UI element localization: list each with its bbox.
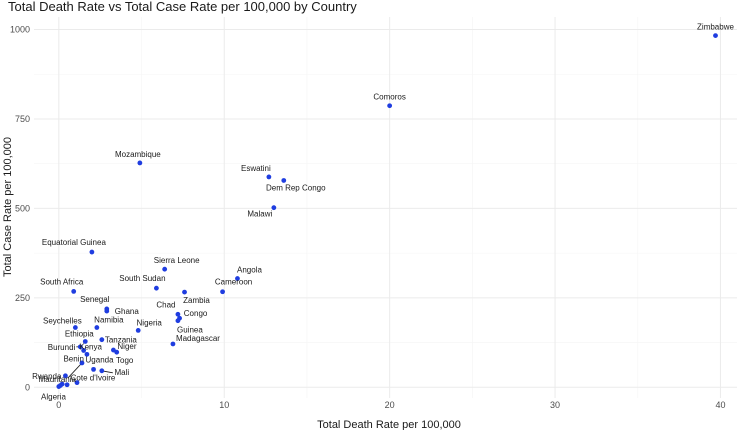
data-point: [114, 349, 120, 355]
data-label: Malawi: [247, 210, 272, 219]
data-point: [271, 205, 277, 211]
x-tick-label: 30: [550, 400, 560, 410]
data-label: Algeria: [41, 392, 66, 401]
y-tick-label: 0: [25, 382, 30, 392]
data-label: Senegal: [80, 295, 110, 304]
data-point: [104, 308, 110, 314]
data-label: Tanzania: [105, 336, 138, 345]
data-label: Cote d'Ivoire: [71, 374, 116, 383]
x-tick-label: 10: [219, 400, 229, 410]
y-axis-ticks: 0 250 500 750 1000: [10, 25, 30, 393]
data-point: [99, 368, 105, 374]
data-point: [63, 373, 68, 379]
y-axis-title: Total Case Rate per 100,000: [2, 137, 14, 277]
data-label: Togo: [116, 356, 134, 365]
data-point: [94, 325, 100, 330]
data-point: [89, 249, 95, 255]
x-tick-label: 0: [56, 400, 61, 410]
data-label: Dem Rep Congo: [266, 183, 326, 192]
data-point: [235, 276, 240, 281]
x-axis-ticks: 0 10 20 30 40: [56, 400, 725, 410]
data-point: [175, 318, 181, 324]
data-label: Kenya: [79, 342, 102, 351]
data-point: [182, 289, 187, 295]
data-point: [74, 380, 80, 386]
data-point: [84, 351, 90, 357]
data-label: Angola: [237, 266, 262, 275]
data-label: Ghana: [115, 307, 140, 316]
data-point: [91, 366, 96, 372]
data-point: [137, 160, 143, 166]
data-label: Cameroon: [215, 278, 252, 287]
x-axis-title: Total Death Rate per 100,000: [317, 419, 461, 430]
data-point: [220, 289, 225, 295]
data-point: [56, 384, 62, 389]
data-point: [175, 311, 181, 317]
data-point: [266, 174, 272, 180]
y-tick-label: 750: [15, 114, 30, 124]
data-point: [79, 360, 85, 366]
data-label: Zimbabwe: [697, 23, 734, 32]
data-labels: Zimbabwe Comoros Mozambique Eswatini Dem Rep…: [32, 23, 734, 402]
data-label: Uganda: [86, 355, 115, 364]
data-point: [77, 344, 83, 350]
data-label: Namibia: [94, 316, 124, 325]
label-leader-line: [67, 362, 83, 379]
data-point: [154, 285, 159, 291]
data-label: Comoros: [373, 93, 405, 102]
data-label: Equatorial Guinea: [42, 238, 107, 247]
data-label: Mauritania: [39, 375, 77, 384]
data-label: Eswatini: [241, 164, 271, 173]
data-label: Burundi: [48, 343, 76, 352]
data-label: Rwanda: [32, 372, 62, 381]
data-label: Guinea: [177, 326, 203, 335]
chart-title: Total Death Rate vs Total Case Rate per …: [8, 0, 357, 14]
x-tick-label: 40: [715, 400, 725, 410]
data-point: [387, 103, 393, 109]
data-label: Mali: [114, 368, 129, 377]
data-label: South Africa: [40, 277, 84, 286]
data-label: Benin: [63, 354, 83, 363]
data-label: Nigeria: [137, 318, 163, 327]
data-point: [99, 337, 105, 343]
data-label: Congo: [184, 309, 208, 318]
data-point: [281, 178, 287, 183]
data-point: [71, 288, 77, 294]
data-point: [64, 382, 70, 388]
data-label: Chad: [156, 300, 175, 309]
data-point: [59, 381, 65, 387]
y-tick-label: 500: [15, 203, 30, 213]
data-points: [56, 33, 718, 389]
data-point: [713, 33, 718, 39]
y-tick-label: 1000: [10, 25, 30, 35]
data-point: [170, 341, 176, 347]
data-label: Seychelles: [43, 317, 82, 326]
data-label: Niger: [117, 342, 136, 351]
data-label: South Sudan: [119, 274, 165, 283]
grid-lines: [34, 17, 737, 398]
x-tick-label: 20: [385, 400, 395, 410]
data-point: [135, 327, 141, 333]
data-point: [72, 325, 78, 330]
data-label: Madagascar: [176, 334, 220, 343]
data-label: Zambia: [183, 296, 210, 305]
data-point: [162, 266, 168, 272]
data-label: Mozambique: [115, 150, 161, 159]
data-point: [82, 339, 88, 344]
data-point: [81, 348, 87, 353]
data-label: Ethiopia: [65, 329, 94, 338]
data-label: Sierra Leone: [154, 256, 200, 265]
y-tick-label: 250: [15, 293, 30, 303]
